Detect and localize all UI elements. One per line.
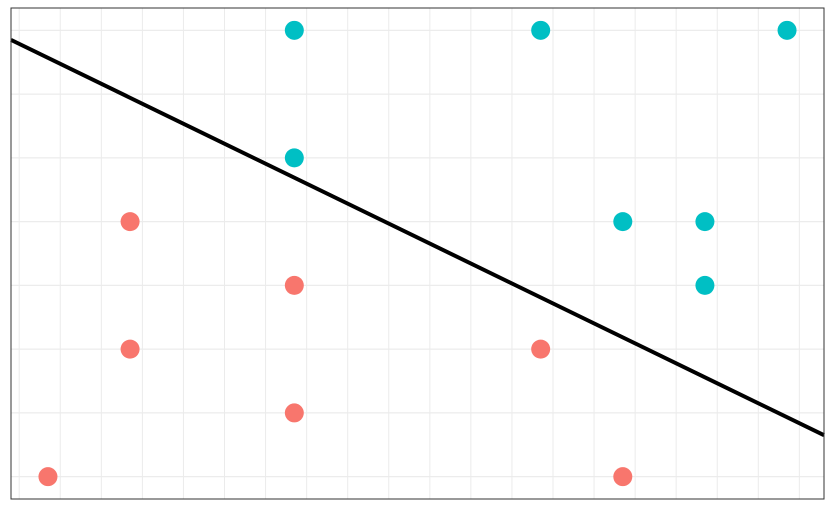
data-point-series-1: [284, 403, 304, 423]
data-point-series-2: [777, 20, 797, 40]
data-point-series-2: [284, 148, 304, 168]
data-point-series-1: [120, 339, 140, 359]
data-point-series-1: [531, 339, 551, 359]
plot-border: [10, 7, 825, 500]
data-point-series-2: [284, 20, 304, 40]
data-point-series-1: [284, 275, 304, 295]
grid: [11, 8, 824, 499]
data-points: [38, 20, 797, 487]
decision-boundary: [10, 38, 825, 438]
data-point-series-1: [120, 212, 140, 232]
plot-panel: [11, 8, 824, 499]
data-point-series-2: [695, 275, 715, 295]
boundary-line: [10, 38, 825, 438]
data-point-series-2: [613, 212, 633, 232]
data-point-series-2: [695, 212, 715, 232]
data-point-series-1: [613, 467, 633, 487]
data-point-series-1: [38, 467, 58, 487]
data-point-series-2: [531, 20, 551, 40]
